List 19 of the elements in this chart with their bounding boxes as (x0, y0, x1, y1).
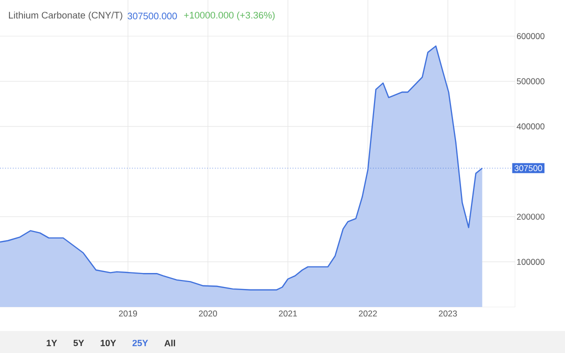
y-tick-label: 200000 (516, 214, 544, 220)
x-tick-label: 2020 (198, 310, 218, 317)
text: Lithium Carbonate (CNY/T) (8, 12, 122, 20)
ref-line-label: 307500 (514, 165, 542, 172)
text: 10Y (100, 340, 116, 346)
text: All (164, 340, 176, 346)
y-tick-label: 100000 (517, 258, 544, 265)
y-tick-label: 600000 (516, 33, 544, 40)
annotation: 307500.000 (128, 12, 177, 20)
text: 5Y (73, 340, 84, 346)
text: 25Y (132, 340, 148, 346)
text: 1Y (46, 340, 58, 346)
x-tick-label: 2022 (358, 310, 377, 317)
annotation: +10000.000 (+3.36%) (184, 12, 275, 20)
x-tick-label: 2021 (278, 310, 297, 317)
y-tick-label: 500000 (516, 78, 544, 84)
x-tick-label: 2019 (118, 310, 137, 317)
y-tick-label: 400000 (516, 123, 544, 130)
x-tick-label: 2023 (438, 310, 457, 317)
